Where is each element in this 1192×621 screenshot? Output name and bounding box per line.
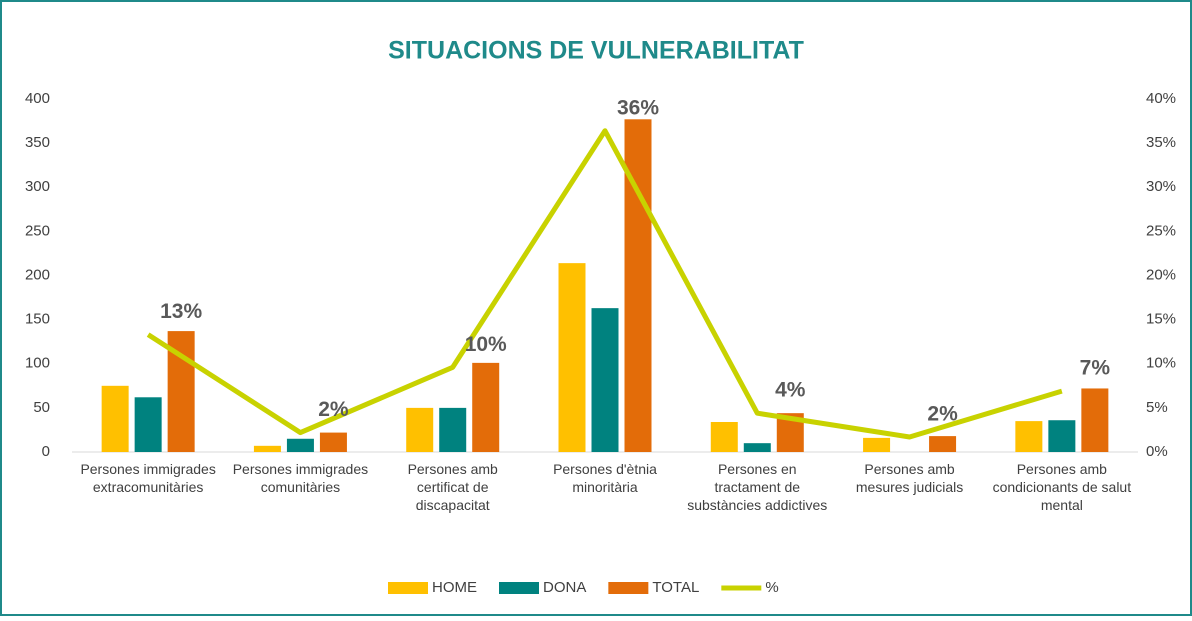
bar <box>253 445 281 452</box>
x-tick-label: Persones amb condicionants de salut ment… <box>992 461 1132 513</box>
bar <box>863 437 891 452</box>
y-tick-label: 250 <box>25 222 50 239</box>
chart-title: SITUACIONS DE VULNERABILITAT <box>388 37 804 65</box>
bar <box>406 407 434 452</box>
legend-label: HOME <box>432 579 477 596</box>
data-label: 10% <box>465 333 507 356</box>
y-tick-label: 350 <box>25 134 50 151</box>
legend-label: DONA <box>543 579 586 596</box>
y-tick-label: 0 <box>42 443 50 460</box>
x-tick-label-box: Persones amb certificat de discapacitat <box>407 461 498 513</box>
data-label: 13% <box>160 300 202 323</box>
bar <box>929 436 957 452</box>
bar <box>134 397 162 452</box>
legend-swatch <box>499 582 539 594</box>
y2-tick-label: 20% <box>1146 266 1176 283</box>
bar <box>472 362 500 452</box>
y-tick-label: 150 <box>25 311 50 328</box>
y-tick-label: 400 <box>25 90 50 107</box>
data-label: 4% <box>775 379 806 402</box>
y2-tick-label: 30% <box>1146 178 1176 195</box>
x-tick-label: Persones amb mesures judicials <box>855 461 964 495</box>
x-tick-label: Persones en tractament de substàncies ad… <box>687 461 828 513</box>
y2-tick-label: 0% <box>1146 443 1168 460</box>
data-label: 2% <box>318 398 349 421</box>
bar <box>319 432 347 452</box>
y2-tick-label: 15% <box>1146 311 1176 328</box>
data-label: 7% <box>1080 357 1111 380</box>
y-tick-label: 300 <box>25 178 50 195</box>
bar <box>101 385 129 452</box>
x-tick-label-box: Persones amb mesures judicials <box>855 461 964 495</box>
bar <box>1048 420 1076 452</box>
bar <box>1015 421 1043 452</box>
x-tick-label-box: Persones immigrades comunitàries <box>232 461 369 495</box>
legend-swatch <box>608 582 649 594</box>
bar <box>439 407 467 452</box>
bar <box>710 421 738 452</box>
data-label: 2% <box>927 403 958 426</box>
y2-tick-label: 40% <box>1146 90 1176 107</box>
x-tick-label-box: Persones en tractament de substàncies ad… <box>687 461 828 513</box>
legend-label: TOTAL <box>652 579 699 596</box>
bar <box>743 443 771 452</box>
x-tick-label-box: Persones immigrades extracomunitàries <box>80 461 216 495</box>
x-tick-label: Persones d'ètnia minoritària <box>553 461 657 495</box>
y-tick-label: 100 <box>25 355 50 372</box>
y2-tick-label: 5% <box>1146 399 1168 416</box>
data-label: 36% <box>617 96 659 119</box>
y2-tick-label: 25% <box>1146 222 1176 239</box>
y2-tick-label: 10% <box>1146 355 1176 372</box>
y-tick-label: 200 <box>25 266 50 283</box>
bar <box>1081 388 1109 452</box>
y2-tick-label: 35% <box>1146 134 1176 151</box>
legend-label: % <box>765 579 778 596</box>
x-tick-label-box: Persones amb condicionants de salut ment… <box>992 461 1132 513</box>
x-tick-label: Persones immigrades extracomunitàries <box>80 461 216 495</box>
legend-swatch <box>388 582 428 594</box>
y-tick-label: 50 <box>33 399 50 416</box>
line <box>146 128 1063 440</box>
bar <box>558 263 586 452</box>
x-tick-label: Persones immigrades comunitàries <box>232 461 369 495</box>
x-tick-label-box: Persones d'ètnia minoritària <box>553 461 657 495</box>
bar <box>286 438 314 452</box>
x-tick-label: Persones amb certificat de discapacitat <box>407 461 498 513</box>
bar <box>591 308 619 452</box>
